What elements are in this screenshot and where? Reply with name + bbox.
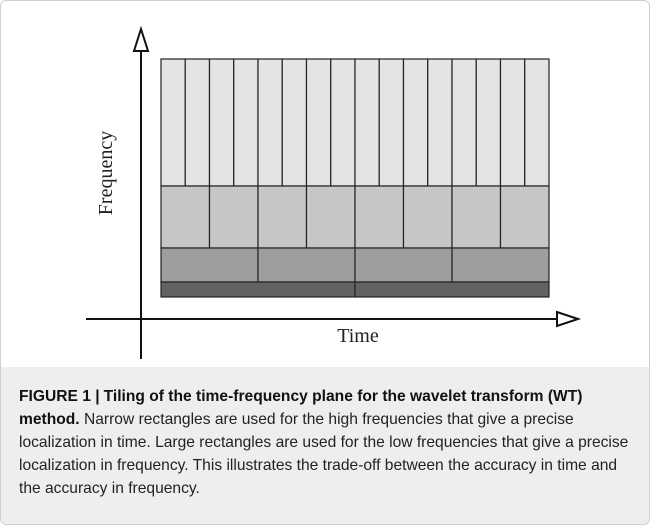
tile xyxy=(354,185,405,249)
tile xyxy=(257,247,356,283)
tile xyxy=(184,58,211,187)
y-axis-label: Frequency xyxy=(95,131,117,215)
tile xyxy=(305,58,332,187)
caption-text: FIGURE 1 | Tiling of the time-frequency p… xyxy=(1,367,649,500)
tile xyxy=(208,58,235,187)
tiles xyxy=(160,58,550,298)
tile xyxy=(330,58,356,187)
tile xyxy=(257,185,308,249)
tile xyxy=(257,58,283,187)
tile xyxy=(451,185,502,249)
tile xyxy=(160,185,211,249)
tile xyxy=(354,281,550,298)
y-arrow xyxy=(132,25,150,52)
tile xyxy=(427,58,453,187)
tile xyxy=(524,58,550,187)
tile xyxy=(499,58,526,187)
tile xyxy=(451,247,550,283)
tile xyxy=(305,185,356,249)
caption-body: Narrow rectangles are used for the high … xyxy=(19,411,629,497)
tile xyxy=(402,58,429,187)
caption-label: FIGURE 1 | xyxy=(19,388,100,405)
tile xyxy=(475,58,502,187)
tile xyxy=(451,58,477,187)
tile xyxy=(499,185,550,249)
caption: FIGURE 1 | Tiling of the time-frequency p… xyxy=(1,367,649,524)
tile xyxy=(281,58,308,187)
tile xyxy=(160,281,356,298)
x-axis-label: Time xyxy=(337,325,379,347)
tile xyxy=(354,58,380,187)
tile xyxy=(354,247,453,283)
tile xyxy=(378,58,405,187)
caption-title: Tiling of the time-frequency plane for t… xyxy=(19,388,583,428)
tile xyxy=(402,185,453,249)
diagram: Time Frequency xyxy=(86,25,582,359)
tile xyxy=(233,58,259,187)
tile xyxy=(160,58,186,187)
tile xyxy=(208,185,259,249)
tile xyxy=(160,247,259,283)
x-arrow xyxy=(556,310,582,328)
